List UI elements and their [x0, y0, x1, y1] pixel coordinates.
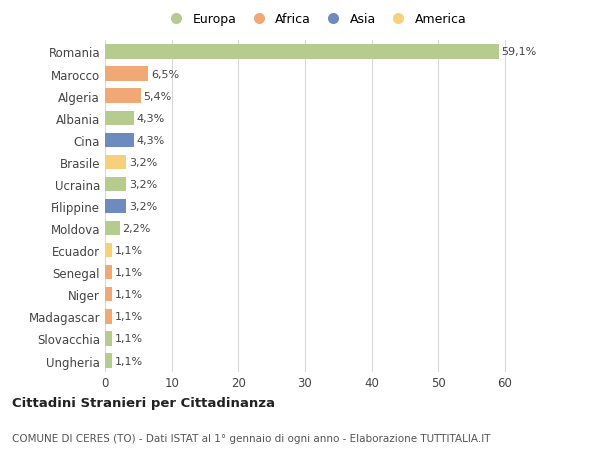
Bar: [105, 177, 127, 192]
Bar: [105, 133, 134, 148]
Text: COMUNE DI CERES (TO) - Dati ISTAT al 1° gennaio di ogni anno - Elaborazione TUTT: COMUNE DI CERES (TO) - Dati ISTAT al 1° …: [12, 433, 491, 442]
Bar: [105, 67, 148, 82]
Text: 1,1%: 1,1%: [115, 268, 143, 278]
Bar: [105, 199, 127, 214]
Text: 3,2%: 3,2%: [129, 157, 157, 168]
Bar: [105, 89, 141, 104]
Text: 6,5%: 6,5%: [151, 69, 179, 79]
Text: Cittadini Stranieri per Cittadinanza: Cittadini Stranieri per Cittadinanza: [12, 396, 275, 409]
Bar: [105, 287, 112, 302]
Bar: [105, 45, 499, 60]
Text: 1,1%: 1,1%: [115, 356, 143, 366]
Bar: [105, 353, 112, 368]
Bar: [105, 111, 134, 126]
Text: 4,3%: 4,3%: [136, 113, 164, 123]
Bar: [105, 265, 112, 280]
Text: 1,1%: 1,1%: [115, 290, 143, 300]
Text: 1,1%: 1,1%: [115, 312, 143, 322]
Text: 1,1%: 1,1%: [115, 246, 143, 256]
Text: 3,2%: 3,2%: [129, 179, 157, 190]
Bar: [105, 331, 112, 346]
Bar: [105, 155, 127, 170]
Bar: [105, 309, 112, 324]
Text: 5,4%: 5,4%: [143, 91, 172, 101]
Text: 59,1%: 59,1%: [502, 47, 537, 57]
Bar: [105, 243, 112, 258]
Text: 2,2%: 2,2%: [122, 224, 151, 234]
Legend: Europa, Africa, Asia, America: Europa, Africa, Asia, America: [161, 11, 469, 28]
Text: 3,2%: 3,2%: [129, 202, 157, 212]
Bar: [105, 221, 119, 236]
Text: 1,1%: 1,1%: [115, 334, 143, 344]
Text: 4,3%: 4,3%: [136, 135, 164, 146]
